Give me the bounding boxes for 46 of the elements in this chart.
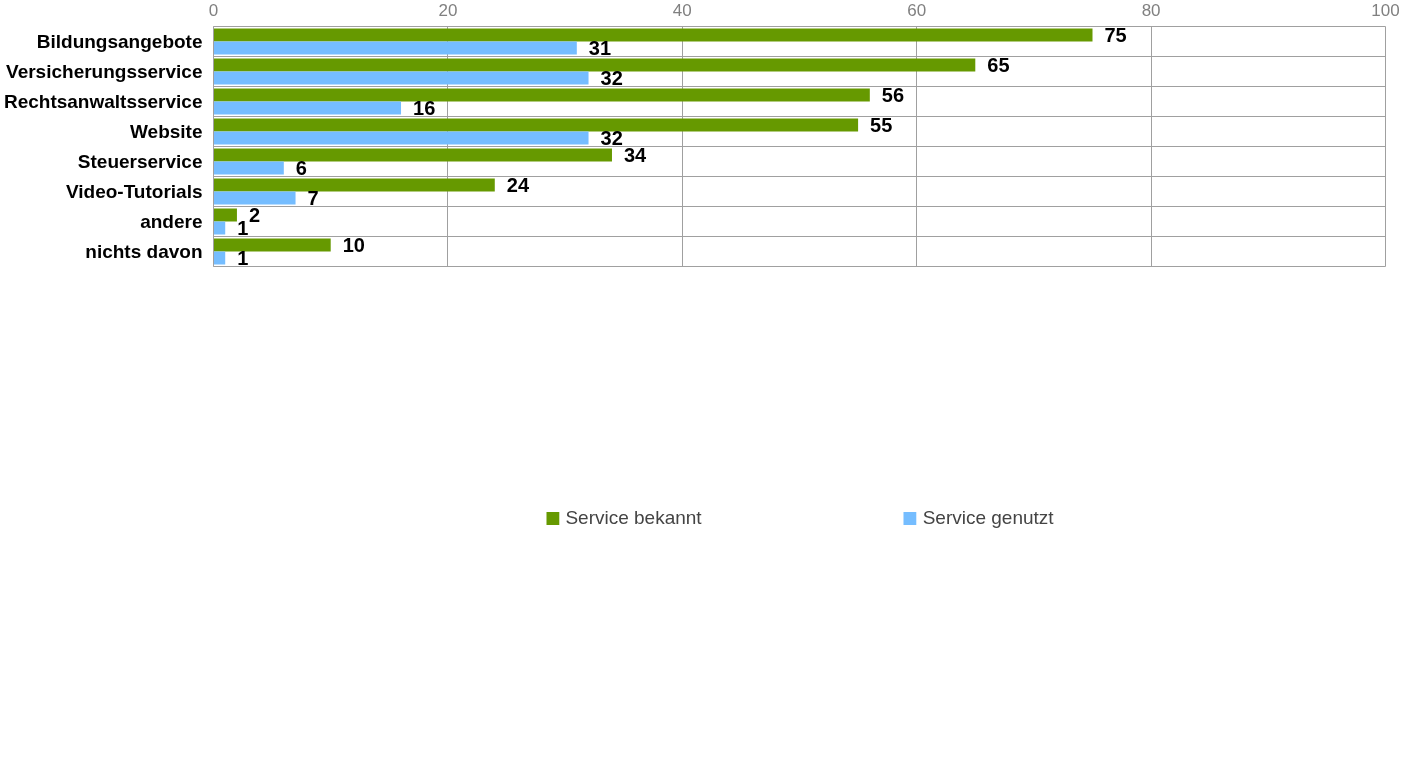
data-label: 10	[342, 234, 365, 257]
data-label: 65	[987, 54, 1010, 77]
legend-label: Service bekannt	[565, 507, 702, 529]
x-tick-label: 40	[672, 0, 692, 20]
data-label: 1	[237, 216, 249, 239]
bar	[213, 71, 589, 85]
data-label: 16	[413, 96, 436, 119]
data-label: 2	[248, 204, 261, 227]
bar	[213, 88, 870, 102]
x-tick-label: 100	[1371, 0, 1400, 20]
y-tick-label: Steuerservice	[77, 151, 203, 172]
data-label: 1	[237, 246, 249, 269]
data-label: 31	[588, 36, 612, 59]
y-tick-label: Versicherungsservice	[6, 61, 203, 82]
x-tick-label: 0	[208, 0, 219, 20]
y-tick-label: Website	[130, 121, 203, 142]
data-label: 6	[295, 156, 307, 179]
x-tick-label: 20	[438, 0, 458, 20]
bar	[213, 178, 495, 192]
data-label: 32	[600, 66, 623, 89]
data-label: 34	[623, 144, 648, 167]
bar	[213, 28, 1093, 42]
bar	[213, 148, 612, 162]
data-label: 24	[506, 174, 530, 197]
y-tick-label: Video-Tutorials	[65, 181, 203, 202]
data-label: 7	[307, 186, 319, 209]
data-label: 56	[881, 84, 905, 107]
data-label: 75	[1104, 24, 1127, 47]
bar	[213, 101, 402, 115]
y-tick-label: Bildungsangebote	[36, 31, 203, 52]
bar	[213, 191, 296, 205]
y-tick-label: andere	[140, 211, 203, 232]
bar	[213, 131, 589, 145]
y-tick-label: nichts davon	[85, 241, 203, 262]
x-tick-label: 80	[1141, 0, 1161, 20]
bar	[213, 238, 331, 252]
bar	[213, 41, 577, 55]
bar	[213, 118, 859, 132]
bar	[213, 58, 976, 72]
bar	[213, 208, 237, 222]
data-label: 32	[600, 126, 623, 149]
legend-label: Service genutzt	[922, 507, 1054, 529]
bar	[213, 161, 284, 175]
data-label: 55	[870, 114, 893, 137]
y-tick-label: Rechtsanwaltsservice	[3, 91, 203, 112]
x-tick-label: 60	[907, 0, 927, 20]
